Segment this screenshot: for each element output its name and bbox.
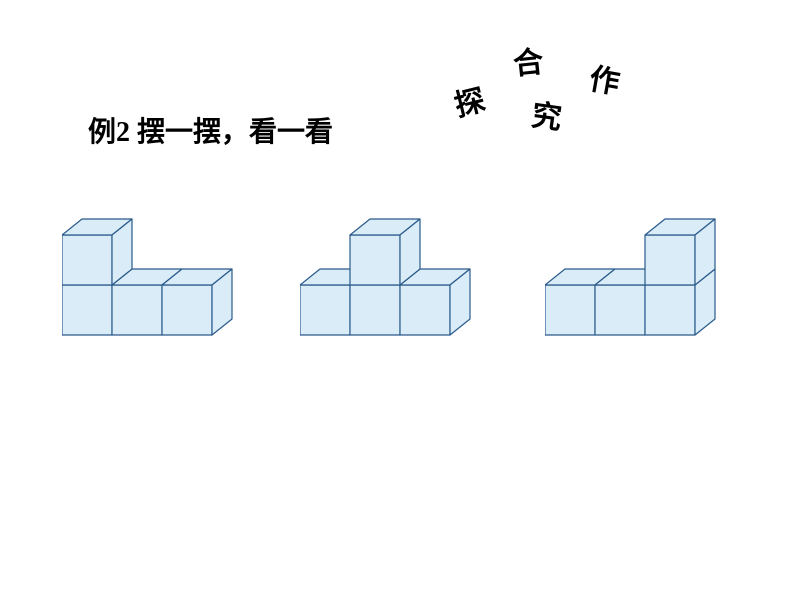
cube-figure-svg-2	[545, 195, 735, 355]
decorative-char-1: 作	[586, 54, 623, 103]
title-prefix: 例	[88, 117, 116, 148]
cube-face	[162, 285, 212, 335]
cube-face	[300, 285, 350, 335]
cube-figure-0	[62, 195, 252, 360]
cube-face	[545, 285, 595, 335]
cube-face	[595, 285, 645, 335]
title-number: 2	[116, 117, 130, 148]
cube-figure-svg-0	[62, 195, 252, 355]
cube-face	[112, 285, 162, 335]
cube-face	[62, 285, 112, 335]
title-text: 摆一摆，看一看	[130, 117, 333, 148]
cube-figure-2	[545, 195, 735, 360]
decorative-char-0: 合	[511, 37, 545, 84]
cube-face	[400, 285, 450, 335]
cube-face	[645, 285, 695, 335]
decorative-char-3: 究	[529, 90, 565, 138]
cube-face	[350, 235, 400, 285]
cube-figure-1	[300, 195, 490, 360]
cube-face	[62, 235, 112, 285]
example-title: 例2 摆一摆，看一看	[88, 110, 333, 150]
cube-figure-svg-1	[300, 195, 490, 355]
cube-face	[350, 285, 400, 335]
cube-face	[645, 235, 695, 285]
decorative-char-2: 探	[449, 75, 489, 125]
